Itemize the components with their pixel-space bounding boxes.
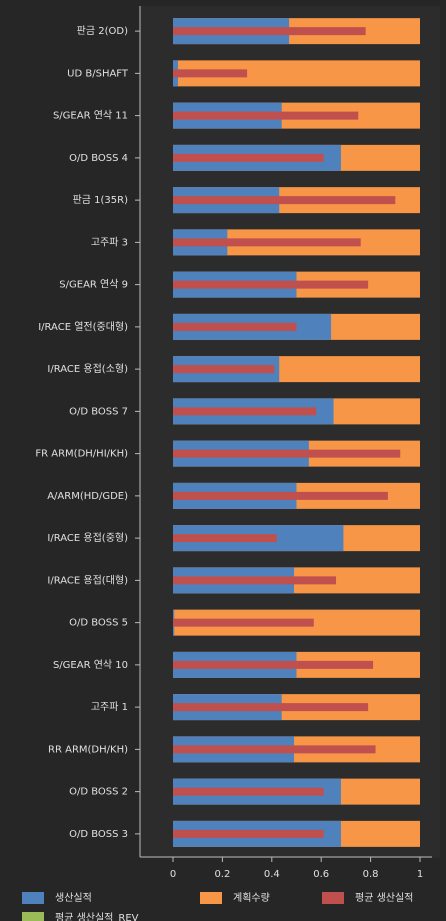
- y-tick-label: O/D BOSS 7: [69, 406, 128, 417]
- y-tick-label: FR ARM(DH/HI/KH): [35, 449, 128, 460]
- bar: [173, 111, 359, 120]
- bar: [173, 534, 277, 543]
- y-tick-label: O/D BOSS 4: [69, 153, 128, 164]
- x-tick-label: 0: [170, 869, 176, 880]
- legend-swatch: [22, 892, 44, 904]
- y-tick-label: 판금 2(OD): [77, 25, 128, 37]
- y-tick-label: O/D BOSS 2: [69, 787, 128, 798]
- y-tick-label: RR ARM(DH/KH): [48, 744, 128, 755]
- bar: [173, 660, 374, 669]
- y-tick-label: O/D BOSS 3: [69, 829, 128, 840]
- plot-area: [140, 6, 440, 858]
- legend-label: 생산실적: [55, 892, 92, 904]
- bar: [173, 745, 376, 754]
- y-tick-label: A/ARM(HD/GDE): [47, 491, 128, 502]
- bar: [173, 365, 275, 374]
- x-tick-label: 0.2: [214, 869, 230, 880]
- x-tick-label: 0.4: [264, 869, 280, 880]
- y-tick-label: S/GEAR 연삭 10: [53, 659, 128, 671]
- x-tick-label: 0.6: [313, 869, 329, 880]
- y-tick-label: 고주파 3: [91, 236, 128, 248]
- bar: [173, 407, 317, 416]
- x-tick-label: 1: [417, 869, 423, 880]
- bar: [173, 449, 401, 458]
- legend-swatch: [200, 892, 222, 904]
- bar: [173, 618, 314, 627]
- bar: [173, 576, 337, 585]
- legend-label: 계획수량: [233, 892, 270, 904]
- legend-label: 평균 생산실적: [355, 892, 413, 904]
- y-tick-label: I/RACE 용접(대형): [47, 574, 128, 586]
- y-tick-label: 고주파 1: [91, 701, 128, 713]
- y-tick-label: I/RACE 용접(소형): [47, 363, 128, 375]
- y-tick-label: I/RACE 열전(중대형): [38, 321, 128, 333]
- bar: [173, 238, 361, 247]
- x-tick-label: 0.8: [363, 869, 379, 880]
- bar: [173, 787, 324, 796]
- bar: [173, 829, 324, 838]
- bar: [173, 280, 369, 289]
- bar: [173, 27, 366, 36]
- y-tick-label: 판금 1(35R): [73, 194, 129, 206]
- legend-swatch: [322, 892, 344, 904]
- bar: [173, 322, 297, 331]
- y-tick-label: S/GEAR 연삭 9: [59, 279, 128, 291]
- bar: [173, 69, 248, 78]
- y-tick-label: I/RACE 용접(중형): [47, 532, 128, 544]
- y-tick-label: UD B/SHAFT: [67, 68, 129, 79]
- y-tick-label: S/GEAR 연삭 11: [53, 110, 128, 122]
- bar: [173, 153, 324, 162]
- bar: [173, 491, 388, 500]
- y-tick-label: O/D BOSS 5: [69, 618, 128, 629]
- legend-label: 평균 생산실적_REV: [55, 912, 139, 921]
- legend-swatch: [22, 912, 44, 921]
- bar: [173, 703, 369, 712]
- bar: [173, 196, 396, 205]
